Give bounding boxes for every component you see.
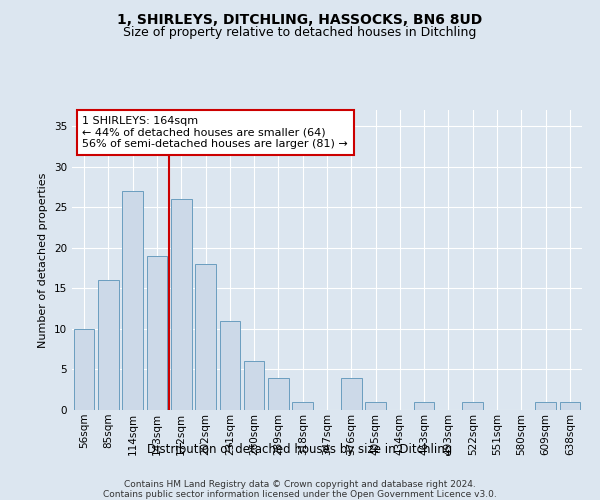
Bar xyxy=(535,402,556,410)
Bar xyxy=(195,264,216,410)
Bar xyxy=(341,378,362,410)
Bar xyxy=(268,378,289,410)
Text: Size of property relative to detached houses in Ditchling: Size of property relative to detached ho… xyxy=(124,26,476,39)
Bar xyxy=(171,199,191,410)
Bar xyxy=(560,402,580,410)
Bar xyxy=(146,256,167,410)
Y-axis label: Number of detached properties: Number of detached properties xyxy=(38,172,49,348)
Bar xyxy=(244,362,265,410)
Bar xyxy=(414,402,434,410)
Bar xyxy=(365,402,386,410)
Text: Contains HM Land Registry data © Crown copyright and database right 2024.
Contai: Contains HM Land Registry data © Crown c… xyxy=(103,480,497,500)
Bar xyxy=(220,321,240,410)
Bar xyxy=(74,329,94,410)
Bar xyxy=(122,191,143,410)
Bar xyxy=(98,280,119,410)
Text: 1 SHIRLEYS: 164sqm
← 44% of detached houses are smaller (64)
56% of semi-detache: 1 SHIRLEYS: 164sqm ← 44% of detached hou… xyxy=(82,116,348,149)
Text: 1, SHIRLEYS, DITCHLING, HASSOCKS, BN6 8UD: 1, SHIRLEYS, DITCHLING, HASSOCKS, BN6 8U… xyxy=(118,12,482,26)
Bar xyxy=(292,402,313,410)
Text: Distribution of detached houses by size in Ditchling: Distribution of detached houses by size … xyxy=(148,442,452,456)
Bar xyxy=(463,402,483,410)
